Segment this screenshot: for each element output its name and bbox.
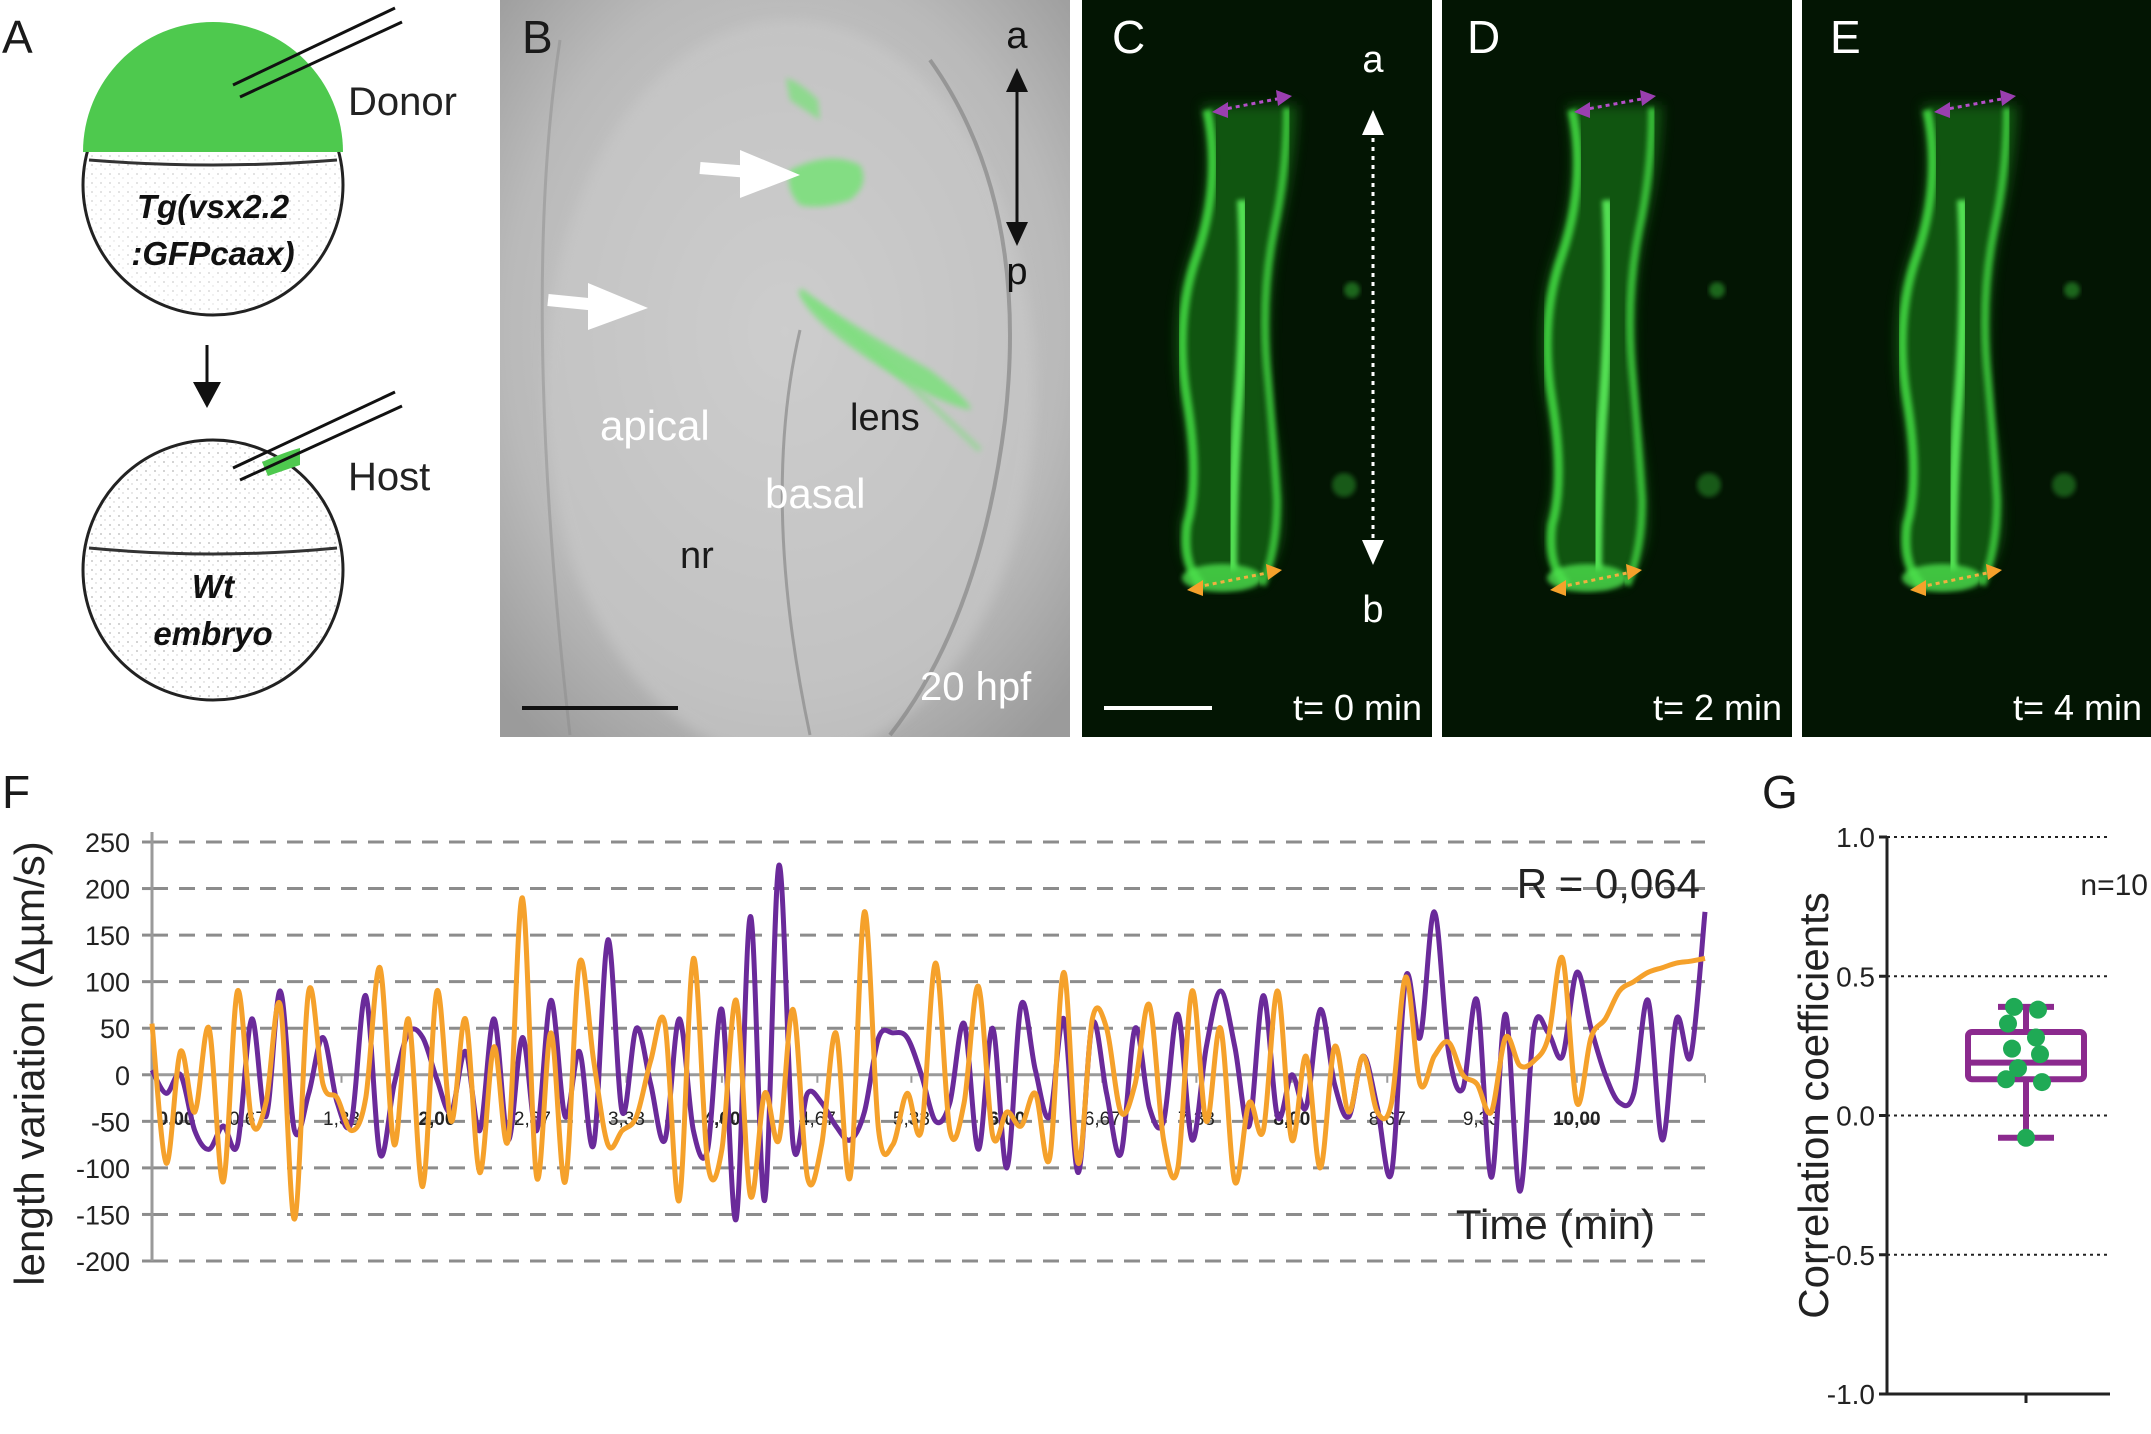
panel-label-e: E: [1830, 11, 1861, 63]
chart-g-box: [1965, 1003, 2087, 1141]
panels-cde-images: a b t= 0 min t= 2 min t= 4 min: [1082, 0, 2151, 737]
apicobasal-length-arrow-icon: [1362, 110, 1384, 565]
data-point: [2009, 1059, 2027, 1078]
chart-g-gridlines: [1887, 836, 2110, 1256]
y-tick-label: 0.5: [1836, 961, 1875, 992]
panel-label-d: D: [1467, 11, 1501, 63]
chart-g-points: [1997, 997, 2051, 1147]
data-point: [2033, 1073, 2051, 1092]
series-line-apical: [149, 862, 1708, 1222]
stage-label: 20 hpf: [920, 665, 1032, 709]
axis-label-b-c: b: [1362, 589, 1383, 631]
panel-label-c: C: [1112, 11, 1146, 63]
panel-label-b: B: [522, 11, 553, 63]
panel-b-image: a p apical lens basal nr 20 hpf: [500, 0, 1070, 737]
gfp-cell-lower: [800, 290, 971, 410]
donor-genotype-line1: Tg(vsx2.2: [137, 188, 290, 225]
y-tick-label: 0.0: [1836, 1101, 1875, 1132]
y-tick-label: 250: [85, 828, 130, 858]
apical-width-arrow-e: [1934, 90, 2016, 118]
donor-genotype-line2: :GFPcaax): [131, 235, 294, 272]
box-plot-g: -1.0 -0.5 0.0 0.5 1.0 Correlation coefficien…: [1790, 822, 2148, 1410]
transplant-arrow-icon: [193, 345, 221, 408]
gfp-cell-upper: [788, 158, 864, 207]
label-nr: nr: [680, 535, 714, 577]
chart-f-y-axis-label: length variation (Δµm/s): [6, 841, 53, 1285]
donor-pipette-icon: [232, 6, 403, 99]
gfp-cell-upper-process: [786, 78, 820, 120]
x-tick-label: 0,00: [158, 1109, 195, 1130]
ap-axis-arrow-icon: [1006, 68, 1028, 246]
basal-width-arrow-c: [1187, 564, 1282, 596]
data-point: [2031, 1045, 2049, 1064]
host-pipette-icon: [232, 390, 403, 482]
x-tick-label: 10,00: [1553, 1109, 1601, 1130]
apical-width-arrow-d: [1574, 90, 1656, 118]
label-lens: lens: [850, 397, 920, 439]
axis-label-a: a: [1006, 15, 1028, 57]
time-label-c: t= 0 min: [1293, 687, 1422, 728]
label-apical: apical: [600, 402, 710, 449]
x-tick-label: 6,67: [1084, 1109, 1121, 1130]
host-label: Host: [348, 455, 430, 499]
host-genotype-line1: Wt: [192, 568, 236, 605]
y-tick-label: 50: [100, 1014, 130, 1044]
host-genotype-line2: embryo: [153, 615, 272, 652]
y-tick-label: 0: [115, 1061, 130, 1091]
chart-f-x-axis-label: Time (min): [1456, 1201, 1655, 1248]
y-tick-label: 100: [85, 968, 130, 998]
data-point: [2027, 1028, 2045, 1047]
chart-f-y-ticks: -200 -150 -100 -50 0 50 100 150 200 250: [76, 828, 152, 1277]
y-tick-label: -1.0: [1827, 1379, 1875, 1410]
basal-width-arrow-e: [1910, 564, 2002, 596]
panel-label-g: G: [1762, 766, 1798, 818]
panel-label-f: F: [2, 766, 31, 818]
chart-f-correlation-annotation: R = 0,064: [1517, 860, 1700, 907]
axis-label-p: p: [1006, 251, 1027, 293]
y-tick-label: -150: [76, 1200, 130, 1230]
axis-label-a-c: a: [1362, 39, 1384, 81]
host-embryo: Wt embryo: [81, 438, 345, 702]
y-tick-label: 1.0: [1836, 822, 1875, 853]
label-basal: basal: [765, 470, 865, 517]
time-label-d: t= 2 min: [1653, 687, 1782, 728]
data-point: [2003, 1039, 2021, 1058]
data-point: [1999, 1014, 2017, 1033]
panel-label-a: A: [2, 11, 33, 63]
y-tick-label: -200: [76, 1247, 130, 1277]
white-arrow-lower-icon: [547, 283, 648, 330]
iqr-box: [1965, 1028, 2087, 1083]
basal-width-arrow-d: [1550, 564, 1642, 596]
donor-gfp-cells: [83, 22, 343, 152]
time-label-e: t= 4 min: [2013, 687, 2142, 728]
y-tick-label: -0.5: [1827, 1240, 1875, 1271]
panel-a-schematic: Tg(vsx2.2 :GFPcaax) Donor Wt embryo Host: [81, 6, 457, 702]
donor-label: Donor: [348, 80, 457, 124]
y-tick-label: 150: [85, 921, 130, 951]
apical-width-arrow-c: [1212, 90, 1292, 118]
series-line-basal: [149, 895, 1706, 1222]
y-tick-label: 200: [85, 875, 130, 905]
y-tick-label: -50: [91, 1107, 130, 1137]
y-tick-label: -100: [76, 1154, 130, 1184]
chart-g-y-axis-label: Correlation coefficients: [1790, 892, 1837, 1318]
chart-g-y-ticks: -1.0 -0.5 0.0 0.5 1.0: [1827, 822, 2028, 1410]
donor-embryo: Tg(vsx2.2 :GFPcaax): [81, 22, 345, 317]
data-point: [2029, 1000, 2047, 1019]
white-arrow-upper-icon: [699, 150, 800, 198]
data-point: [2005, 997, 2023, 1016]
data-point: [2017, 1128, 2035, 1147]
chart-g-n-annotation: n=10: [2080, 869, 2148, 902]
data-point: [1997, 1070, 2015, 1089]
